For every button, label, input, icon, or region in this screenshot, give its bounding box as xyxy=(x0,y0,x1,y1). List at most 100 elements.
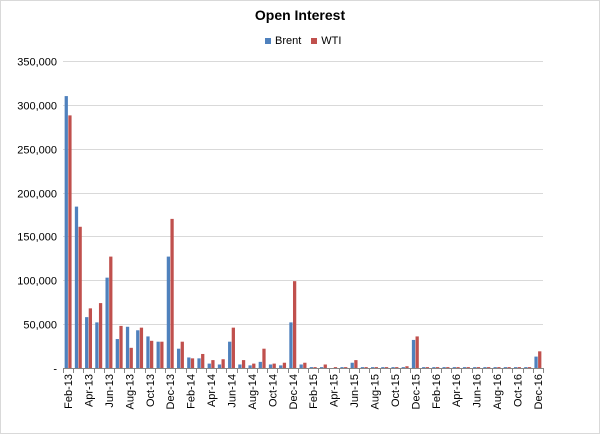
bar-brent xyxy=(514,367,518,368)
bar-wti xyxy=(170,218,174,368)
bar-wti xyxy=(160,341,164,368)
bar-brent xyxy=(279,365,283,368)
bar-brent xyxy=(462,367,467,368)
bar-brent xyxy=(95,322,99,368)
bar-brent xyxy=(268,364,273,368)
bar-brent xyxy=(371,367,375,368)
bar-brent xyxy=(503,367,508,368)
bar-wti xyxy=(446,367,450,368)
y-tick-label: 300,000 xyxy=(17,101,57,113)
x-tick-label: Oct-16 xyxy=(512,374,524,407)
x-tick-label: Feb-15 xyxy=(308,374,320,409)
x-tick-label: Feb-13 xyxy=(63,374,75,409)
bar-brent xyxy=(422,367,426,368)
bar-brent xyxy=(534,356,538,368)
bar-wti xyxy=(201,353,205,368)
bar-wti xyxy=(364,367,368,368)
legend-swatch-wti xyxy=(311,38,318,44)
x-tick-label: Feb-14 xyxy=(186,374,198,409)
legend-label-wti: WTI xyxy=(321,35,342,47)
y-tick-label: 100,000 xyxy=(17,276,57,288)
bar-brent xyxy=(289,322,293,368)
bar-wti xyxy=(292,281,297,368)
bar-wti xyxy=(282,362,287,368)
bar-brent xyxy=(391,367,395,368)
bar-wti xyxy=(466,367,470,368)
bar-wti xyxy=(221,359,225,368)
bar-brent xyxy=(258,361,262,368)
chart-legend: Brent WTI xyxy=(265,35,351,47)
y-tick-label: 150,000 xyxy=(17,232,57,244)
bar-wti xyxy=(435,367,440,368)
bar-wti xyxy=(497,367,501,368)
bar-wti xyxy=(405,366,409,368)
x-tick-label: Jun-13 xyxy=(104,374,116,408)
bar-wti xyxy=(476,367,481,368)
legend-swatch-brent xyxy=(265,38,271,44)
bar-wti xyxy=(487,367,491,368)
bar-wti xyxy=(211,360,215,368)
bar-brent xyxy=(432,367,436,368)
bar-brent xyxy=(493,367,497,368)
bar-brent xyxy=(483,367,487,368)
x-tick-label: Apr-15 xyxy=(329,374,341,407)
bar-wti xyxy=(384,367,389,368)
bar-brent xyxy=(115,339,119,368)
x-tick-label: Aug-13 xyxy=(124,374,136,409)
bar-wti xyxy=(119,325,123,368)
bar-wti xyxy=(262,348,266,368)
bar-brent xyxy=(299,364,303,368)
x-tick-label: Oct-13 xyxy=(145,374,157,407)
bar-wti xyxy=(231,327,235,368)
legend-item-wti: WTI xyxy=(311,35,341,47)
x-tick-label: Dec-15 xyxy=(410,374,422,409)
bar-wti xyxy=(180,341,184,368)
bar-wti xyxy=(344,367,348,368)
bar-brent xyxy=(319,367,324,368)
x-tick-label: Aug-16 xyxy=(492,374,504,409)
bar-brent xyxy=(228,341,232,368)
bar-brent xyxy=(64,96,68,368)
x-tick-label: Jun-16 xyxy=(472,374,484,408)
bar-brent xyxy=(105,277,109,368)
bar-wti xyxy=(88,308,93,368)
x-tick-label: Dec-16 xyxy=(533,374,545,409)
x-tick-label: Dec-14 xyxy=(288,374,300,409)
bar-wti xyxy=(425,367,430,368)
bar-wti xyxy=(68,115,72,368)
bar-wti xyxy=(241,360,246,368)
x-tick-label: Apr-14 xyxy=(206,374,218,407)
bar-brent xyxy=(238,364,242,368)
bar-brent xyxy=(309,367,314,368)
bar-brent xyxy=(197,358,201,368)
y-tick-label: 350,000 xyxy=(17,57,57,69)
bar-wti xyxy=(303,362,307,368)
x-tick-label: Aug-14 xyxy=(247,374,259,409)
bar-wti xyxy=(538,351,542,368)
bar-brent xyxy=(473,367,477,368)
legend-item-brent: Brent xyxy=(265,35,301,47)
x-tick-label: Oct-15 xyxy=(390,374,402,407)
bar-brent xyxy=(85,317,89,368)
legend-label-brent: Brent xyxy=(275,35,302,47)
bar-brent xyxy=(207,363,211,368)
bar-brent xyxy=(524,367,528,368)
bar-wti xyxy=(415,336,419,368)
bar-wti xyxy=(98,303,103,368)
bar-brent xyxy=(176,348,181,368)
bar-wti xyxy=(323,364,327,368)
x-tick-label: Apr-13 xyxy=(84,374,96,407)
bar-wti xyxy=(190,358,195,368)
y-tick-label: 50,000 xyxy=(23,320,57,332)
bar-brent xyxy=(136,330,140,368)
bar-brent xyxy=(340,367,344,368)
y-tick-label: 200,000 xyxy=(17,189,57,201)
bar-brent xyxy=(350,362,354,368)
x-tick-label: Feb-16 xyxy=(431,374,443,409)
bar-wti xyxy=(507,367,511,368)
bar-wti xyxy=(109,256,113,368)
x-tick-label: Dec-13 xyxy=(165,374,177,409)
chart-title: Open Interest xyxy=(254,7,346,23)
